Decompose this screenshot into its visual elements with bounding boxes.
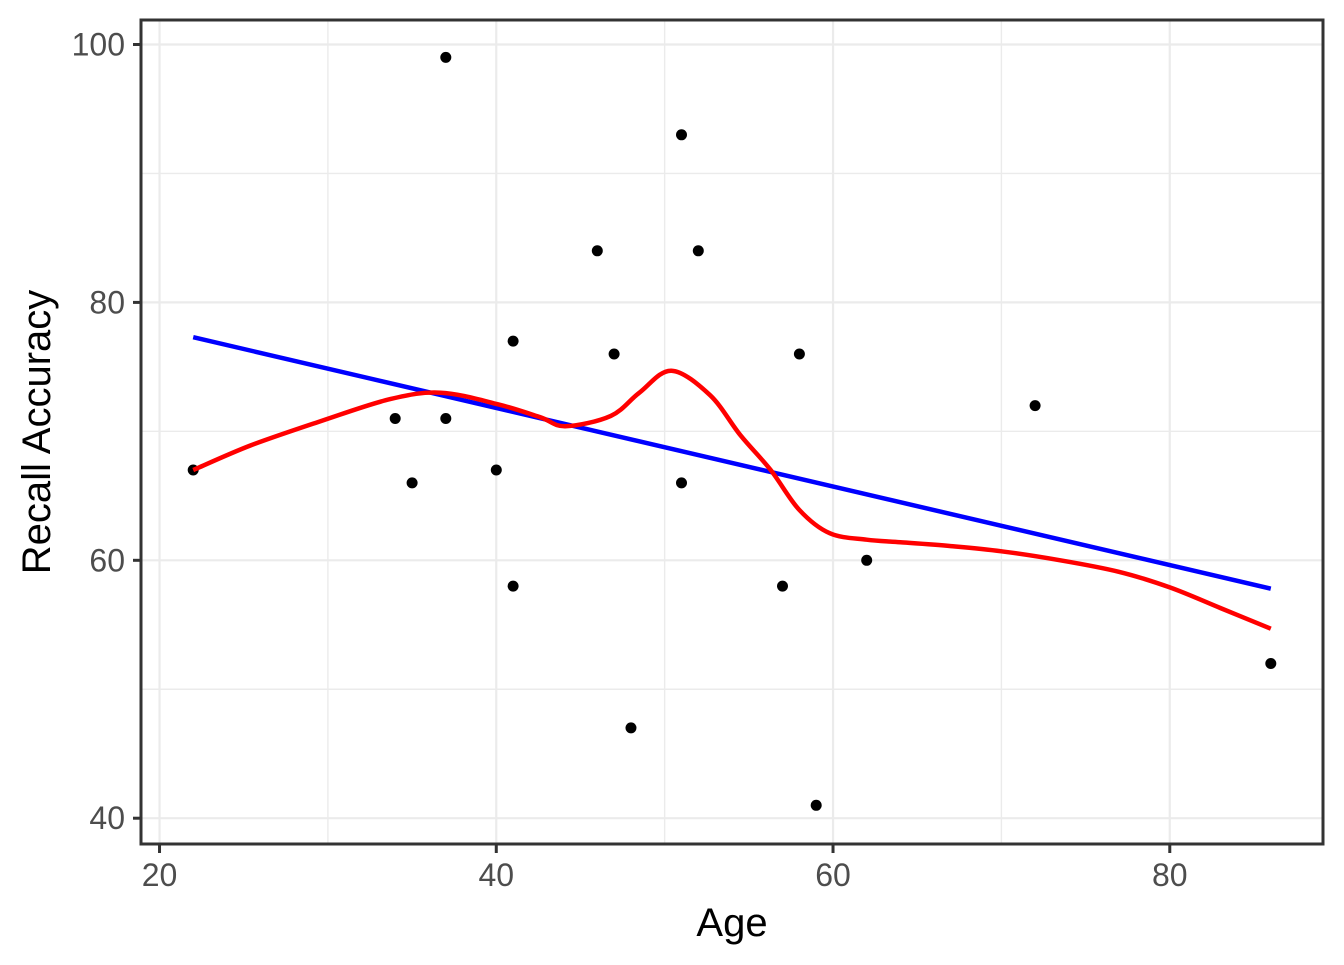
y-tick-label: 60 (89, 542, 125, 578)
data-point (625, 722, 637, 734)
panel-border (139, 18, 1325, 846)
data-point (676, 477, 687, 489)
y-axis-tick-labels: 40 60 80 100 (72, 27, 125, 837)
x-tick-label: 20 (142, 857, 178, 893)
data-point (507, 580, 519, 592)
y-tick-label: 40 (89, 800, 125, 836)
data-point (389, 413, 401, 424)
data-point (777, 580, 788, 592)
y-tick-label: 80 (89, 284, 125, 320)
x-tick-label: 40 (478, 857, 514, 893)
x-axis-title: Age (696, 901, 767, 945)
data-point (440, 51, 452, 63)
data-point (810, 799, 822, 811)
minor-gridlines (141, 20, 1323, 844)
data-point (440, 413, 452, 424)
y-tick-label: 100 (72, 27, 125, 63)
data-point (676, 129, 687, 141)
y-axis-tick-marks (133, 43, 141, 820)
data-point (507, 335, 519, 347)
x-axis-tick-labels: 20 40 60 80 (142, 857, 1188, 893)
data-point (1265, 658, 1277, 669)
linear-regression-line (192, 335, 1272, 591)
data-point (1029, 400, 1041, 412)
data-point (608, 348, 620, 360)
data-point (793, 348, 805, 360)
data-point (861, 554, 873, 566)
data-point (490, 464, 502, 476)
data-point (591, 245, 603, 257)
x-tick-label: 80 (1152, 857, 1188, 893)
data-point (406, 477, 418, 489)
regression-lines (192, 335, 1272, 631)
loess-smooth-curve (192, 368, 1272, 631)
x-axis-tick-marks (158, 844, 1172, 853)
x-tick-label: 60 (815, 857, 851, 893)
y-axis-title: Recall Accuracy (15, 290, 59, 575)
data-points (187, 51, 1277, 811)
data-point (692, 245, 704, 257)
major-gridlines (141, 20, 1323, 844)
